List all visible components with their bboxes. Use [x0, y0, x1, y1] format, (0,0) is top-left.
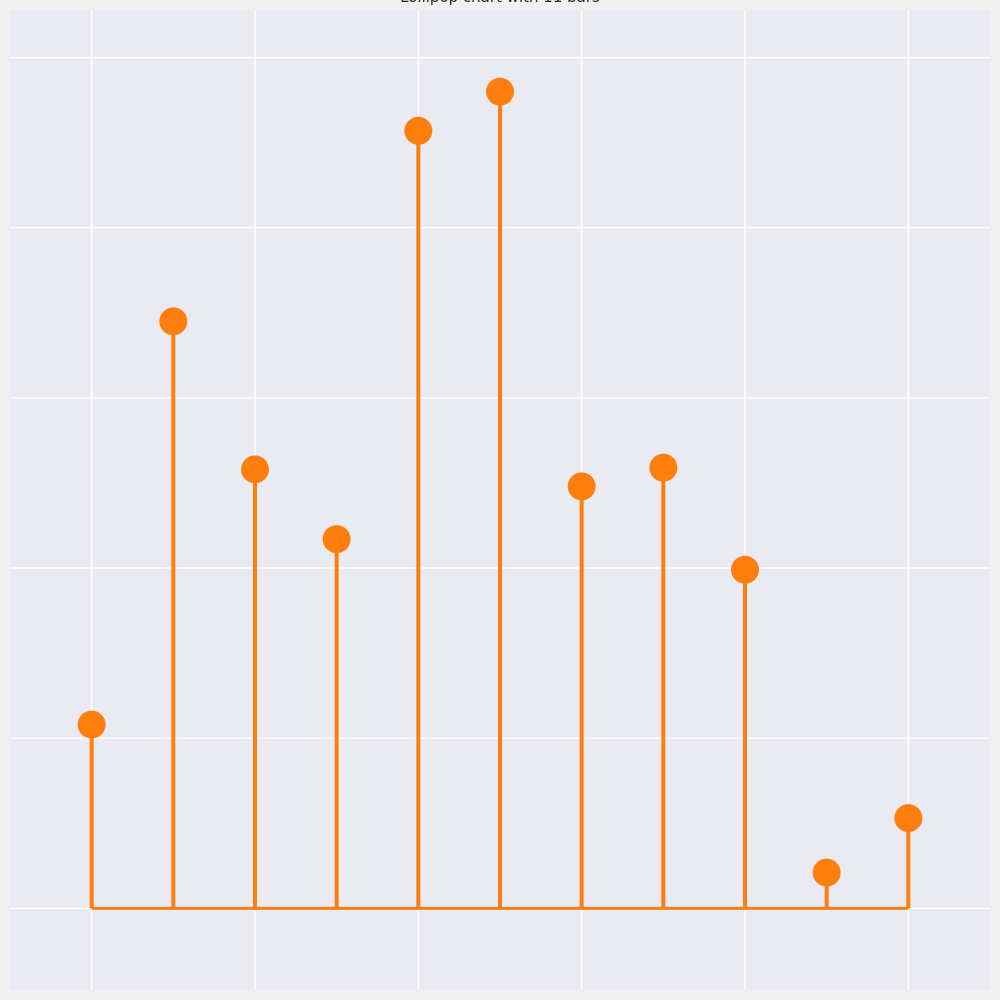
- dot: [404, 116, 433, 145]
- dot: [486, 77, 514, 106]
- marks: [77, 77, 923, 910]
- dot: [322, 525, 351, 554]
- dot: [159, 307, 188, 336]
- dot: [894, 804, 923, 833]
- dot: [649, 453, 678, 482]
- dot: [731, 555, 759, 584]
- dot: [812, 858, 841, 887]
- chart-title: Lollipop chart with 11 bars: [400, 0, 600, 6]
- dot: [241, 455, 269, 484]
- dot: [77, 710, 106, 739]
- dot: [567, 472, 596, 501]
